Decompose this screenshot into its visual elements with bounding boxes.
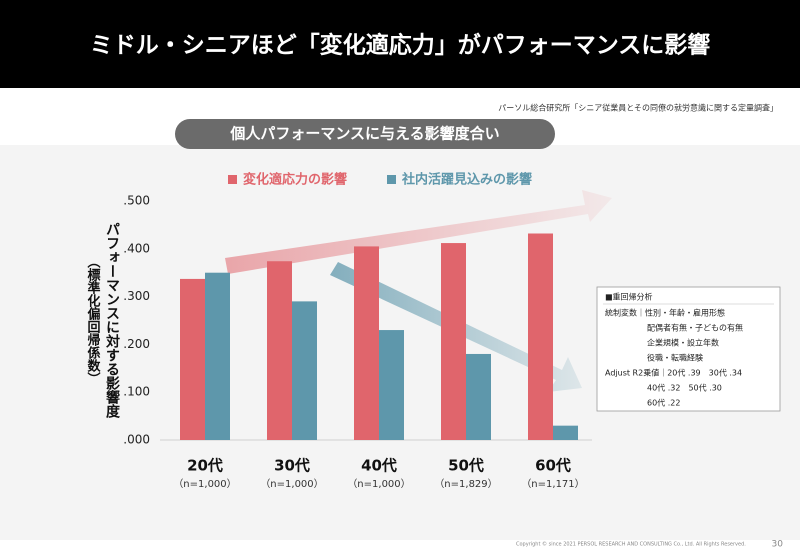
y-axis-note: （標準化偏回帰係数）	[85, 255, 102, 385]
x-tick-note: （n=1,000）	[173, 478, 236, 490]
x-tick-label: 60代	[535, 457, 571, 475]
x-tick-note: （n=1,000）	[260, 478, 323, 490]
x-tick-label: 20代	[187, 457, 223, 475]
copyright: Copyright © since 2021 PERSOL RESEARCH A…	[516, 541, 746, 548]
bar	[379, 330, 404, 440]
annotation-line: 役職・転職経験	[647, 353, 703, 363]
page-number: 30	[772, 540, 784, 550]
annotation-line: 60代 .22	[647, 398, 680, 408]
x-tick-label: 30代	[274, 457, 310, 475]
annotation-line: Adjust R2乗値｜20代 .39 30代 .34	[605, 368, 742, 378]
legend-swatch	[228, 175, 237, 184]
x-tick-note: （n=1,171）	[521, 478, 584, 490]
bar	[292, 301, 317, 440]
bar	[205, 272, 230, 440]
bar	[466, 353, 491, 440]
bar	[180, 278, 205, 440]
trend-arrow-red	[225, 190, 612, 274]
x-tick-note: （n=1,000）	[347, 478, 410, 490]
legend-label: 社内活躍見込みの影響	[401, 172, 532, 188]
x-tick-label: 50代	[448, 457, 484, 475]
y-tick-label: .500	[123, 194, 150, 208]
bar	[267, 261, 292, 440]
annotation-line: 統制変数｜性別・年齢・雇用形態	[605, 308, 725, 318]
annotation-box	[596, 286, 781, 412]
y-tick-label: .400	[123, 241, 150, 255]
y-tick-label: .000	[123, 433, 150, 447]
y-tick-label: .300	[123, 289, 150, 303]
x-tick-label: 40代	[361, 457, 397, 475]
annotation-title: ■重回帰分析	[605, 292, 653, 302]
y-tick-label: .100	[123, 385, 150, 399]
x-tick-note: （n=1,829）	[434, 478, 497, 490]
annotation-line: 配偶者有無・子どもの有無	[647, 323, 743, 333]
legend-swatch	[387, 175, 396, 184]
subtitle-pill	[175, 119, 555, 149]
y-tick-label: .200	[123, 337, 150, 351]
slide-title: ミドル・シニアほど「変化適応力」がパフォーマンスに影響	[90, 32, 711, 59]
bar	[528, 233, 553, 440]
bar	[441, 243, 466, 440]
bar	[553, 425, 578, 440]
subtitle: 個人パフォーマンスに与える影響度合い	[229, 125, 499, 143]
y-axis-title: パフォーマンスに対する影響度	[104, 222, 121, 419]
legend-label: 変化適応力の影響	[243, 172, 347, 188]
annotation-line: 企業規模・設立年数	[647, 338, 719, 348]
bar	[354, 246, 379, 440]
header-band	[0, 0, 800, 88]
source: パーソル総合研究所「シニア従業員とその同僚の就労意識に関する定量調査」	[498, 103, 778, 113]
annotation-line: 40代 .32 50代 .30	[647, 383, 722, 393]
